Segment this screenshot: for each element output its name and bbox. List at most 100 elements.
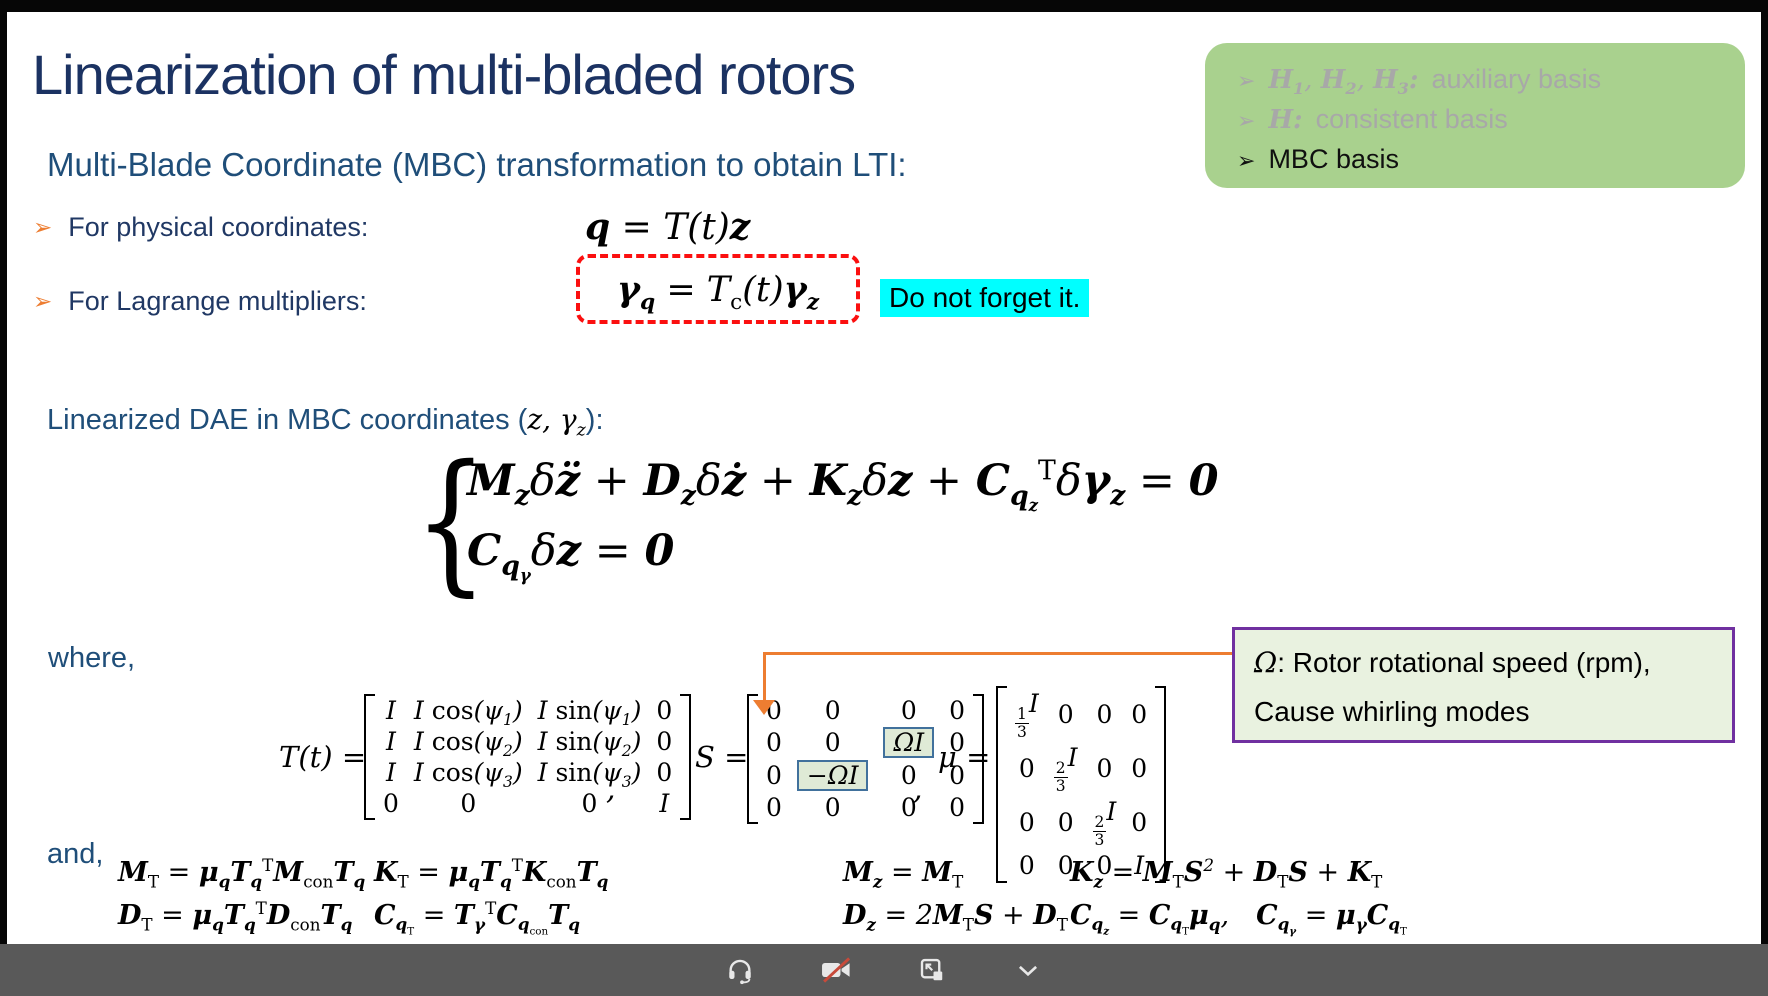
basis-legend-item: ➢ H1, H2, H3: auxiliary basis [1237, 60, 1745, 100]
matrix-cell: 0 [949, 761, 965, 790]
matrix-cell: ΩI [883, 727, 935, 758]
and-label: and, [47, 838, 104, 870]
matrix-cell: I sin(ψ1) [537, 696, 642, 729]
matrix-cell: I [659, 789, 670, 818]
matrix-cell: 0 [656, 696, 673, 725]
equation-lagrange-multipliers: γq = Tc(t)γz [616, 268, 820, 315]
matrix-cell: I [386, 727, 396, 756]
matrix-S-label: S = [695, 740, 749, 774]
equation-physical-coordinates: q = T(t)z [585, 206, 751, 248]
matrix-cell: I cos(ψ1) [413, 696, 523, 729]
rotor-speed-note-box [1232, 627, 1735, 743]
matrix-cell: 0 [900, 793, 917, 822]
basis-legend-box: ➢ H1, H2, H3: auxiliary basis ➢ H: consistent… [1205, 43, 1745, 188]
arrow-bullet-icon: ➢ [1237, 148, 1256, 173]
matrix-cell: 0 [949, 696, 965, 725]
matrix-cell: 0 [1057, 699, 1074, 729]
matrix-cell: 0 [949, 793, 965, 822]
matrix-cell: 0 [824, 696, 841, 725]
annotation-connector-line [764, 652, 1232, 655]
chevron-down-icon[interactable] [1010, 952, 1046, 988]
matrix-cell: −ΩI [796, 760, 869, 791]
matrix-cell: 0 [656, 727, 673, 756]
dae-heading-math: z, γz [527, 403, 586, 441]
matrix-cell: 0 [900, 761, 917, 790]
bullet-lagrange-multipliers: ➢ For Lagrange multipliers: [33, 286, 367, 317]
matrix-T-label: T(t) = [279, 740, 367, 774]
camera-off-icon[interactable] [818, 952, 854, 988]
definition-equation: MT = μqTqTMconTq [118, 855, 366, 892]
matrix-cell: I [386, 696, 396, 725]
matrix-cell: 0 [1096, 851, 1113, 881]
definition-equation: Cqz = CqTμq, Cqγ = μγCqT [1070, 900, 1407, 938]
matrix-cell: 0 [824, 793, 841, 822]
slide-subtitle: Multi-Blade Coordinate (MBC) transformat… [47, 146, 907, 183]
definition-equation: Kz = MTS2 + DTS + KT [1070, 855, 1383, 892]
matrix-mu-label: μ = [938, 740, 991, 774]
matrix-cell: 0 [1018, 851, 1035, 881]
matrix-cell: 0 [1018, 807, 1035, 837]
matrix-separator: , [606, 772, 616, 807]
definition-equation: DT = μqTqTDconTq [118, 898, 353, 935]
bullet-physical-coordinates: ➢ For physical coordinates: [33, 212, 368, 243]
omega-symbol: Ω [1254, 646, 1278, 679]
basis-legend-item: ➢ H: consistent basis [1237, 100, 1745, 140]
matrix-cell: 0 [766, 761, 782, 790]
dae-equation-2: Cqγδz = 0 [467, 526, 675, 585]
matrix-cell: 0 [1096, 699, 1113, 729]
matrix-cell: I sin(ψ3) [537, 758, 642, 791]
dae-heading-post: ): [585, 404, 604, 436]
matrix-cell: 0 [581, 789, 598, 818]
where-label: where, [48, 642, 136, 674]
matrix-cell: 0 [1018, 753, 1035, 783]
basis-item-label: consistent basis [1315, 104, 1508, 134]
matrix-cell: 0 [766, 728, 782, 757]
annotation-connector-line [763, 652, 766, 702]
matrix-cell: 0 [766, 793, 782, 822]
matrix-cell: 0 [656, 758, 673, 787]
dae-heading-pre: Linearized DAE in MBC coordinates ( [47, 404, 528, 436]
matrix-cell: 0 [1131, 753, 1148, 783]
rotor-speed-note-line2: Cause whirling modes [1254, 696, 1530, 727]
headset-icon[interactable] [722, 952, 758, 988]
basis-item-math: H: [1268, 105, 1303, 135]
definitions-column-4: Kz = MTS2 + DTS + KT Cqz = CqTμq, Cqγ = μ… [1070, 854, 1407, 940]
definition-equation: Mz = MT [843, 857, 964, 892]
definition-equation: KT = μqTqTKconTq [374, 855, 609, 892]
bullet-physical-label: For physical coordinates: [68, 212, 369, 242]
system-brace: { [414, 432, 488, 611]
definition-equation: CqT = TγTCqconTq [374, 898, 580, 938]
matrix-cell: 0 [1057, 851, 1074, 881]
definition-equation: Dz = 2MTS + DT [843, 900, 1068, 935]
red-dashed-emphasis-box: γq = Tc(t)γz [576, 254, 860, 324]
bullet-lagrange-label: For Lagrange multipliers: [68, 286, 367, 316]
pop-out-icon[interactable] [914, 952, 950, 988]
basis-item-label: MBC basis [1268, 144, 1399, 174]
matrix-separator: , [913, 772, 923, 807]
arrow-bullet-icon: ➢ [33, 288, 53, 314]
definitions-column-2: KT = μqTqTKconTq CqT = TγTCqconTq [374, 854, 608, 940]
basis-legend-item: ➢ MBC basis [1237, 140, 1745, 180]
arrow-bullet-icon: ➢ [1237, 68, 1256, 93]
matrix-cell: 0 [383, 789, 399, 818]
matrix-cell: 0 [460, 789, 477, 818]
matrix-S: 0 0 0 0 0 0 ΩI 0 0 −ΩI 0 0 0 0 0 0 [747, 694, 984, 824]
matrix-cell: I [386, 758, 396, 787]
slide-title: Linearization of multi-bladed rotors [32, 43, 856, 106]
meeting-toolbar [0, 944, 1768, 996]
definitions-column-1: MT = μqTqTMconTq DT = μqTqTDconTq [118, 854, 365, 940]
matrix-cell: 0 [949, 728, 965, 757]
basis-item-math: H1, H2, H3: [1268, 65, 1419, 99]
matrix-cell: 0 [1096, 753, 1113, 783]
dae-equation-1: Mzδz̈ + Dzδż + Kzδz + CqzTδγz = 0 [467, 455, 1219, 515]
arrow-bullet-icon: ➢ [1237, 108, 1256, 133]
reminder-highlight: Do not forget it. [880, 279, 1090, 317]
dae-heading: Linearized DAE in MBC coordinates (z, γz… [47, 403, 604, 441]
basis-item-label: auxiliary basis [1431, 64, 1602, 94]
